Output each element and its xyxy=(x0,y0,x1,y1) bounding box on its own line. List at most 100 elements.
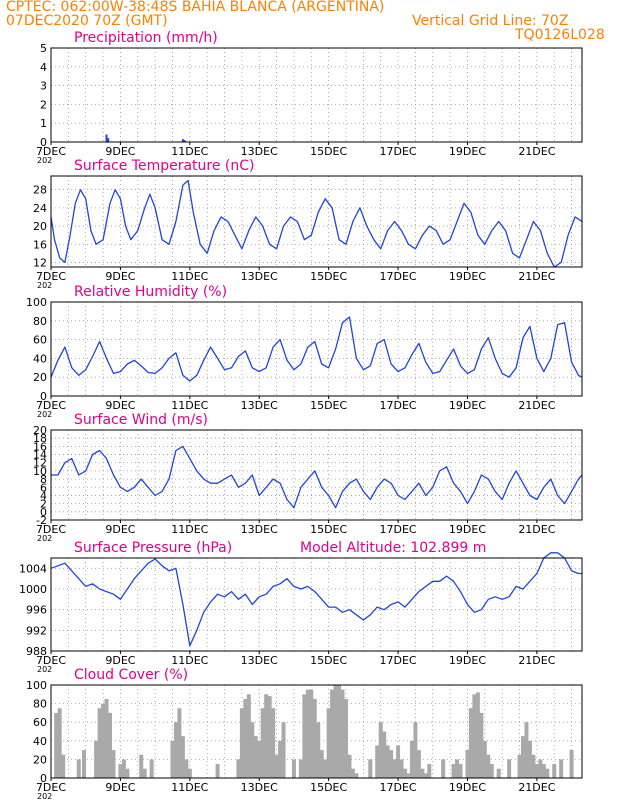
cloud-cover-bar xyxy=(323,759,328,778)
panel-background xyxy=(51,558,582,651)
cloud-cover-bar xyxy=(409,740,414,778)
x-tick-label: 13DEC xyxy=(241,399,278,412)
cloud-cover-bar xyxy=(423,773,428,778)
x-tick-label: 21DEC xyxy=(518,399,555,412)
panel-title: Relative Humidity (%) xyxy=(74,284,227,300)
x-tick-label: 15DEC xyxy=(310,270,347,283)
x-tick-label: 17DEC xyxy=(380,270,417,283)
x-tick-label: 21DEC xyxy=(518,654,555,667)
x-tick-label: 9DEC xyxy=(105,399,135,412)
precipitation-bar xyxy=(183,140,186,142)
cloud-cover-bar xyxy=(118,764,123,778)
y-tick-label: 20 xyxy=(33,753,47,766)
y-tick-label: 1 xyxy=(40,117,47,130)
y-tick-label: 1000 xyxy=(19,583,47,596)
x-tick-label: 9DEC xyxy=(105,523,135,536)
y-tick-label: 8 xyxy=(40,473,47,486)
series-line xyxy=(50,316,583,382)
precipitation-bar xyxy=(107,138,110,142)
y-tick-label: 4 xyxy=(40,61,47,74)
x-tick-label: 7DEC xyxy=(36,270,66,283)
cloud-cover-bar xyxy=(246,694,251,778)
y-tick-label: 60 xyxy=(33,716,47,729)
cloud-cover-bar xyxy=(61,754,66,778)
cloud-cover-bar xyxy=(57,708,62,778)
cloud-cover-bar xyxy=(552,764,557,778)
cloud-cover-bar xyxy=(479,712,484,778)
y-tick-label: 100 xyxy=(26,296,47,309)
x-tick-label: 21DEC xyxy=(518,270,555,283)
cloud-cover-bar xyxy=(368,759,373,778)
cloud-cover-bar xyxy=(389,750,394,778)
cloud-cover-bar xyxy=(260,708,265,778)
x-tick-label: 13DEC xyxy=(241,654,278,667)
x-tick-label: 7DEC xyxy=(36,145,66,158)
cloud-cover-bar xyxy=(281,722,286,778)
y-tick-label: 80 xyxy=(33,315,47,328)
x-tick-label: 21DEC xyxy=(518,781,555,794)
cloud-cover-bar xyxy=(264,694,269,778)
x-tick-label: 9DEC xyxy=(105,270,135,283)
x-tick-label: 11DEC xyxy=(171,781,208,794)
x-tick-label: 11DEC xyxy=(171,270,208,283)
x-tick-label: 19DEC xyxy=(449,523,486,536)
x-tick-label: 11DEC xyxy=(171,523,208,536)
cloud-cover-bar xyxy=(253,736,258,778)
x-tick-label: 17DEC xyxy=(380,399,417,412)
run-datetime: 07DEC2020 70Z (GMT) xyxy=(6,13,168,29)
cloud-cover-bar xyxy=(569,750,574,778)
cloud-cover-bar xyxy=(486,754,491,778)
cloud-cover-bar xyxy=(340,689,345,778)
panel-frame xyxy=(50,175,583,268)
cloud-cover-bar xyxy=(458,764,463,778)
cloud-cover-bar xyxy=(385,745,390,778)
cloud-cover-bar xyxy=(545,768,550,778)
cloud-cover-bar xyxy=(125,768,130,778)
cloud-cover-bar xyxy=(517,754,522,778)
cloud-cover-bar xyxy=(278,740,283,778)
cloud-cover-bar xyxy=(170,740,175,778)
precipitation-bar xyxy=(181,139,184,142)
cloud-cover-bar xyxy=(347,754,352,778)
cloud-cover-bar xyxy=(350,768,355,778)
y-tick-label: 0 xyxy=(40,506,47,519)
x-tick-label: 21DEC xyxy=(518,145,555,158)
cloud-cover-bar xyxy=(489,764,494,778)
y-tick-label: 0 xyxy=(40,772,47,785)
panel-frame xyxy=(50,557,583,652)
cloud-cover-bar xyxy=(354,773,359,778)
cloud-cover-bar xyxy=(312,698,317,778)
cloud-cover-bar xyxy=(298,759,303,778)
year-label: 202 xyxy=(37,534,52,543)
y-tick-label: 16 xyxy=(33,238,47,251)
cloud-cover-bar xyxy=(184,759,189,778)
cloud-cover-bar xyxy=(177,708,182,778)
cloud-cover-bar xyxy=(413,722,418,778)
cloud-cover-bar xyxy=(399,759,404,778)
cloud-cover-bar xyxy=(139,754,144,778)
cloud-cover-bar xyxy=(524,722,529,778)
cloud-cover-bar xyxy=(420,768,425,778)
product-code: TQ0126L028 xyxy=(515,27,605,43)
x-tick-label: 15DEC xyxy=(310,399,347,412)
cloud-cover-bar xyxy=(309,689,314,778)
cloud-cover-bar xyxy=(101,703,106,778)
y-tick-label: 40 xyxy=(33,735,47,748)
y-tick-label: 16 xyxy=(33,440,47,453)
cloud-cover-bar xyxy=(344,698,348,778)
y-tick-label: 14 xyxy=(33,449,47,462)
cloud-cover-bar xyxy=(403,768,407,778)
x-tick-label: 11DEC xyxy=(171,399,208,412)
cloud-cover-bar xyxy=(337,685,342,778)
cloud-cover-bar xyxy=(541,764,546,778)
cloud-cover-bar xyxy=(475,692,480,778)
series-line xyxy=(50,179,583,268)
year-label: 202 xyxy=(37,281,52,290)
cloud-cover-bar xyxy=(527,740,532,778)
cloud-cover-bar xyxy=(111,750,116,778)
cloud-cover-bar xyxy=(472,694,477,778)
cloud-cover-bar xyxy=(267,696,272,778)
y-tick-label: 2 xyxy=(40,498,47,511)
cloud-cover-bar xyxy=(416,750,421,778)
cloud-cover-bar xyxy=(291,759,296,778)
